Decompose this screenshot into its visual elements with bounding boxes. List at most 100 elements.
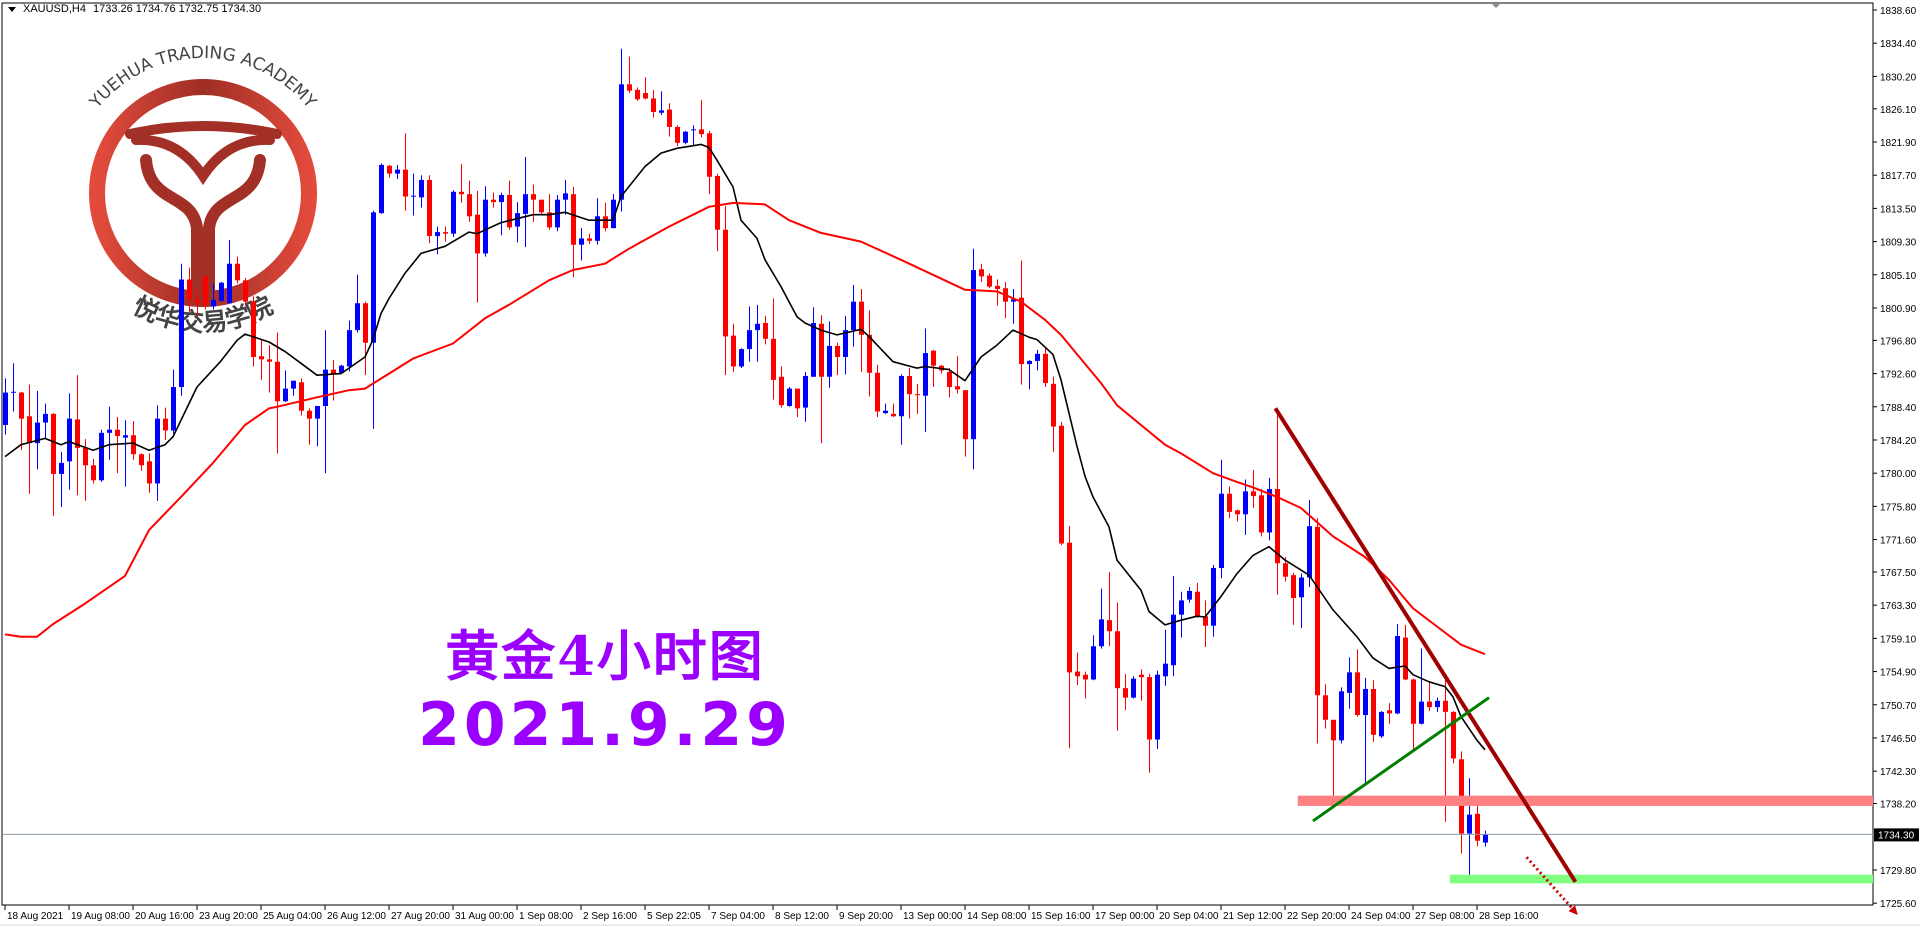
price-axis[interactable]: 1838.60 1834.40 1830.20 1826.10 1821.90 1817.… [1873, 6, 1919, 910]
candle [1219, 459, 1224, 579]
chart-shift-marker-icon[interactable] [1491, 3, 1501, 8]
candle [883, 403, 888, 414]
candle-body [139, 454, 144, 466]
candle [603, 202, 608, 232]
candle [1155, 670, 1160, 750]
candle-body [331, 369, 336, 374]
candle-body [827, 345, 832, 377]
candle-body [163, 418, 168, 431]
y-tick-label: 1792.60 [1880, 370, 1917, 381]
candle-body [1179, 600, 1184, 615]
candle-body [563, 193, 568, 200]
candle [1075, 652, 1080, 686]
uptrend-line[interactable] [1312, 696, 1490, 823]
candle [747, 306, 752, 362]
candle-body [67, 418, 72, 462]
candle [275, 332, 280, 454]
candle-body [1403, 637, 1408, 680]
candle [283, 370, 288, 403]
candle-body [123, 435, 128, 438]
candle-body [179, 279, 184, 388]
y-tick-label: 1817.70 [1880, 171, 1917, 182]
candle [531, 184, 536, 222]
candle-body [1331, 719, 1336, 741]
candle-body [979, 269, 984, 277]
candle [1291, 572, 1296, 625]
candle [379, 163, 384, 214]
candle-body [307, 410, 312, 419]
candle [3, 378, 8, 435]
x-tick-label: 14 Sep 08:00 [967, 911, 1027, 922]
candle-body [923, 353, 928, 396]
candle-body [147, 461, 152, 484]
candle-body [1411, 679, 1416, 724]
candle [971, 248, 976, 470]
support-zone[interactable] [1449, 874, 1873, 884]
candle [443, 226, 448, 242]
candle [1227, 486, 1232, 519]
candle-body [1043, 353, 1048, 384]
candle-body [363, 303, 368, 343]
candle [595, 198, 600, 245]
candle [1299, 573, 1304, 629]
candle-body [1299, 577, 1304, 598]
candle-body [1171, 614, 1176, 666]
candle-body [1315, 526, 1320, 696]
candle-body [235, 263, 240, 281]
candle-body [1259, 495, 1264, 533]
candle [75, 375, 80, 496]
candle-body [1339, 691, 1344, 741]
candle [499, 192, 504, 236]
candle-body [771, 338, 776, 380]
candle [771, 298, 776, 400]
y-tick-label: 1800.90 [1880, 304, 1917, 315]
y-tick-label: 1742.30 [1880, 767, 1917, 778]
candle [899, 374, 904, 445]
candle [1131, 676, 1136, 699]
candle-body [339, 365, 344, 373]
candle [507, 180, 512, 230]
candle [651, 89, 656, 118]
y-tick-label: 1834.40 [1880, 39, 1917, 50]
candle [203, 276, 208, 310]
x-tick-label: 22 Sep 20:00 [1287, 911, 1347, 922]
candle [147, 453, 152, 493]
candle-body [275, 361, 280, 402]
x-tick-label: 28 Sep 16:00 [1479, 911, 1539, 922]
y-tick-label: 1784.20 [1880, 436, 1917, 447]
candle-body [59, 462, 64, 474]
candle-body [1243, 491, 1248, 515]
current-price-label: 1734.30 [1878, 830, 1915, 841]
y-tick-label: 1775.80 [1880, 502, 1917, 513]
y-tick-label: 1754.90 [1880, 668, 1917, 679]
y-tick-label: 1771.60 [1880, 536, 1917, 547]
candle-body [571, 194, 576, 245]
candle-body [1323, 695, 1328, 720]
candle [707, 130, 712, 195]
candle-body [435, 232, 440, 237]
candle-body [395, 169, 400, 174]
candle-body [315, 405, 320, 419]
candle-body [427, 179, 432, 237]
candle [1211, 564, 1216, 637]
candle-body [1195, 591, 1200, 618]
resistance-zone[interactable] [1297, 795, 1873, 806]
candle [11, 363, 16, 412]
candle-body [379, 164, 384, 214]
candle-body [1131, 678, 1136, 698]
candle-body [1355, 672, 1360, 716]
y-tick-label: 1788.40 [1880, 403, 1917, 414]
dropdown-triangle-icon[interactable] [8, 6, 16, 12]
candle-body [1211, 568, 1216, 626]
candle-body [51, 413, 56, 474]
projection-arrow-line[interactable] [1525, 856, 1574, 911]
candle-body [1451, 711, 1456, 759]
downtrend-line[interactable] [1273, 407, 1578, 883]
time-axis[interactable]: 18 Aug 2021 19 Aug 08:00 20 Aug 16:00 23 Au… [4, 905, 1539, 922]
candle-body [747, 330, 752, 350]
candle [1083, 671, 1088, 699]
logo-y-emblem [125, 121, 282, 298]
candle [459, 164, 464, 203]
